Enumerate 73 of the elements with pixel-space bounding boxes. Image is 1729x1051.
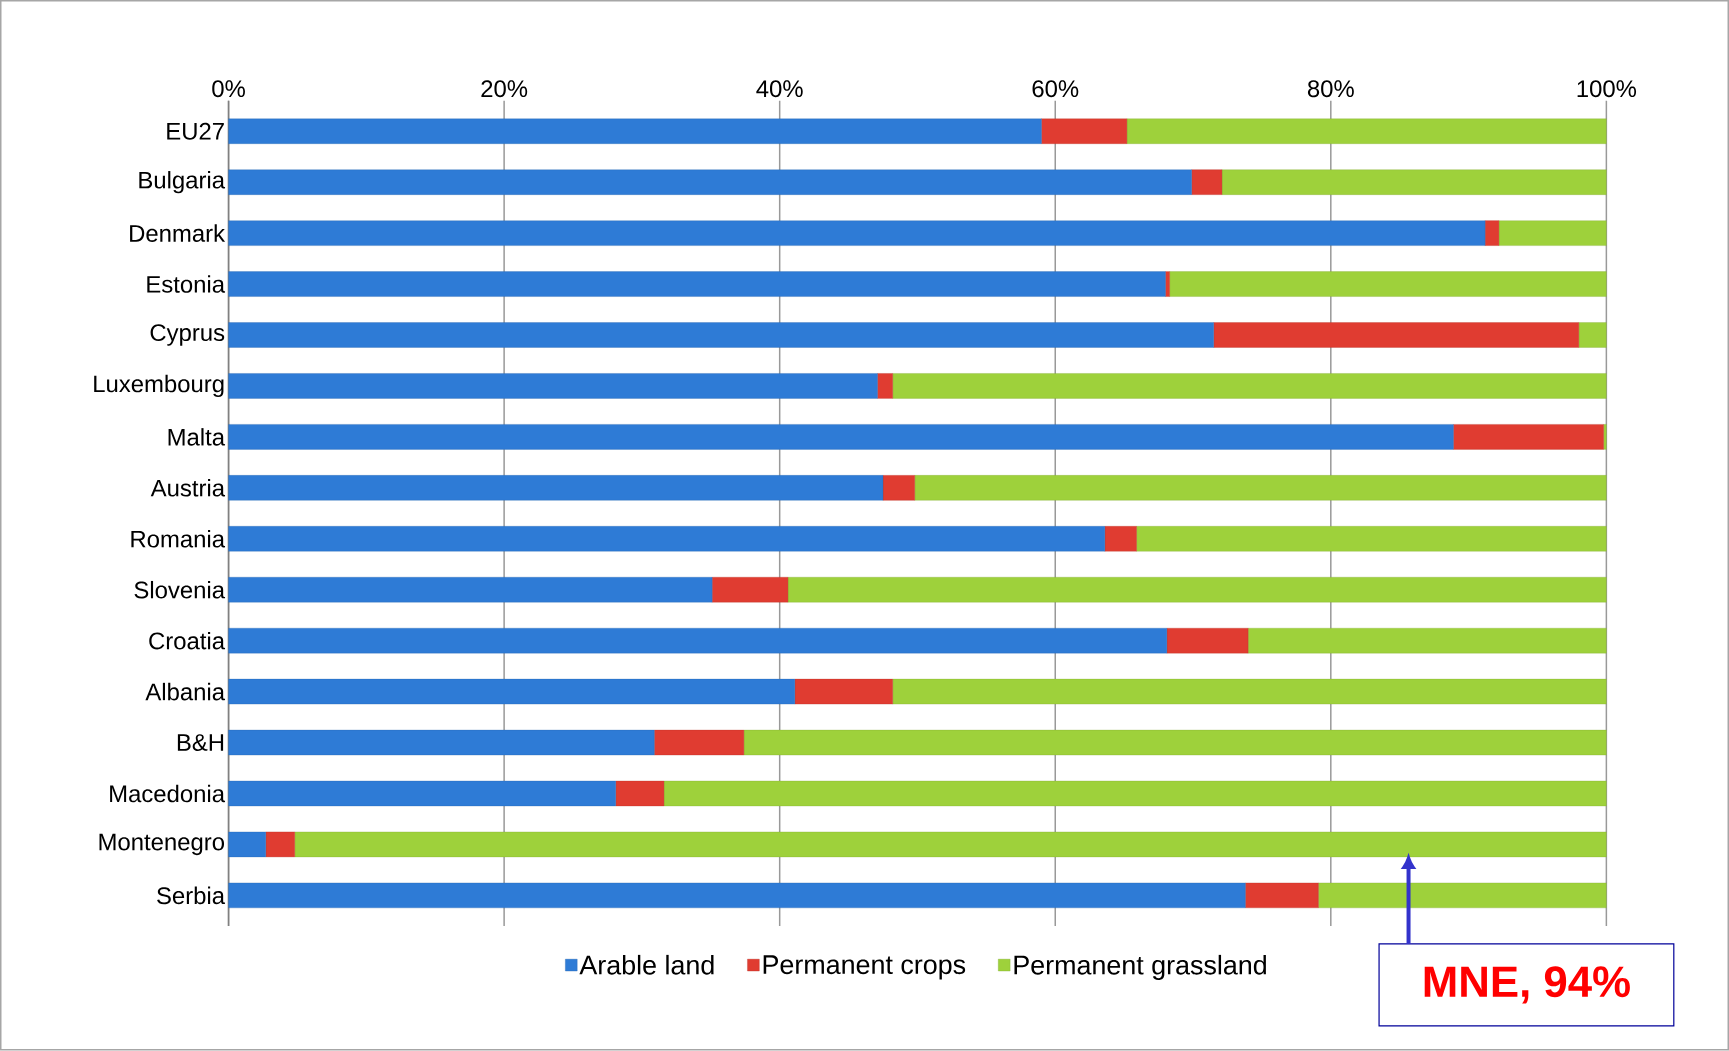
x-tick-label: 80% [1307, 80, 1354, 98]
y-tick-label: Serbia [157, 886, 226, 905]
bar [1169, 271, 1607, 297]
y-tick-label: EU27 [167, 122, 224, 140]
x-tick-label: 20% [481, 80, 528, 98]
y-tick-label: Montenegro [99, 833, 225, 856]
y-tick-label: Malta [168, 428, 226, 446]
bar [228, 424, 1454, 450]
bar [228, 118, 1042, 145]
bar [1165, 271, 1170, 297]
bar [228, 271, 1166, 297]
x-tick-label: 100% [1577, 80, 1637, 98]
y-tick-label: Denmark [130, 224, 226, 243]
y-tick-label: Macedonia [110, 784, 226, 803]
y-tick-label: B&H [177, 734, 224, 752]
y-tick-label: Austria [150, 479, 226, 497]
legend-label: Permanent crops [763, 955, 966, 980]
y-tick-label: Slovenia [134, 581, 226, 599]
bar [1104, 526, 1137, 552]
bar [787, 577, 1607, 603]
bar [1136, 526, 1607, 552]
y-tick-label: Croatia [149, 632, 226, 650]
bar [1603, 424, 1607, 450]
bar [1166, 628, 1249, 654]
bar [265, 832, 295, 858]
y-tick-label: Estonia [147, 275, 226, 294]
bar [228, 882, 1246, 909]
bar [892, 679, 1607, 705]
bar [294, 832, 1607, 858]
bar [228, 526, 1105, 552]
bar [1213, 322, 1579, 348]
bar [892, 373, 1607, 399]
x-tick-label: 0% [212, 80, 245, 98]
bar [1247, 628, 1607, 654]
bar [882, 475, 915, 501]
bar [794, 679, 893, 705]
bar [877, 373, 893, 399]
y-tick-label: Cyprus [150, 324, 225, 347]
bar [1126, 118, 1607, 145]
bar [1041, 118, 1128, 145]
bar [743, 730, 1607, 756]
bar [228, 832, 266, 858]
y-tick-label: Romania [131, 530, 226, 548]
bar [228, 781, 616, 807]
bar [1245, 882, 1319, 909]
bar [228, 322, 1214, 348]
bar [712, 577, 789, 603]
bar [615, 781, 665, 807]
bar [228, 679, 795, 705]
bar [663, 781, 1607, 807]
bar [228, 628, 1167, 654]
bar [228, 730, 655, 756]
bar [228, 169, 1192, 196]
text: MNE, 94% [1424, 966, 1630, 1004]
bar [228, 373, 878, 399]
bar [1484, 220, 1500, 246]
legend-label: Permanent grassland [1014, 955, 1266, 981]
bar [228, 220, 1486, 246]
legend-label: Arable land [579, 955, 714, 975]
x-tick-label: 40% [756, 80, 803, 98]
bar [228, 577, 713, 603]
bar [1498, 220, 1607, 246]
y-tick-label: Bulgaria [139, 171, 226, 194]
bar [1578, 322, 1607, 348]
x-tick-label: 60% [1032, 80, 1079, 98]
bar [228, 475, 884, 501]
bar [1221, 169, 1607, 196]
bar [654, 730, 745, 756]
bar [914, 475, 1607, 501]
y-tick-label: Luxembourg [94, 375, 224, 398]
bar [1191, 169, 1223, 196]
bar [1453, 424, 1604, 450]
y-tick-label: Albania [145, 683, 226, 701]
